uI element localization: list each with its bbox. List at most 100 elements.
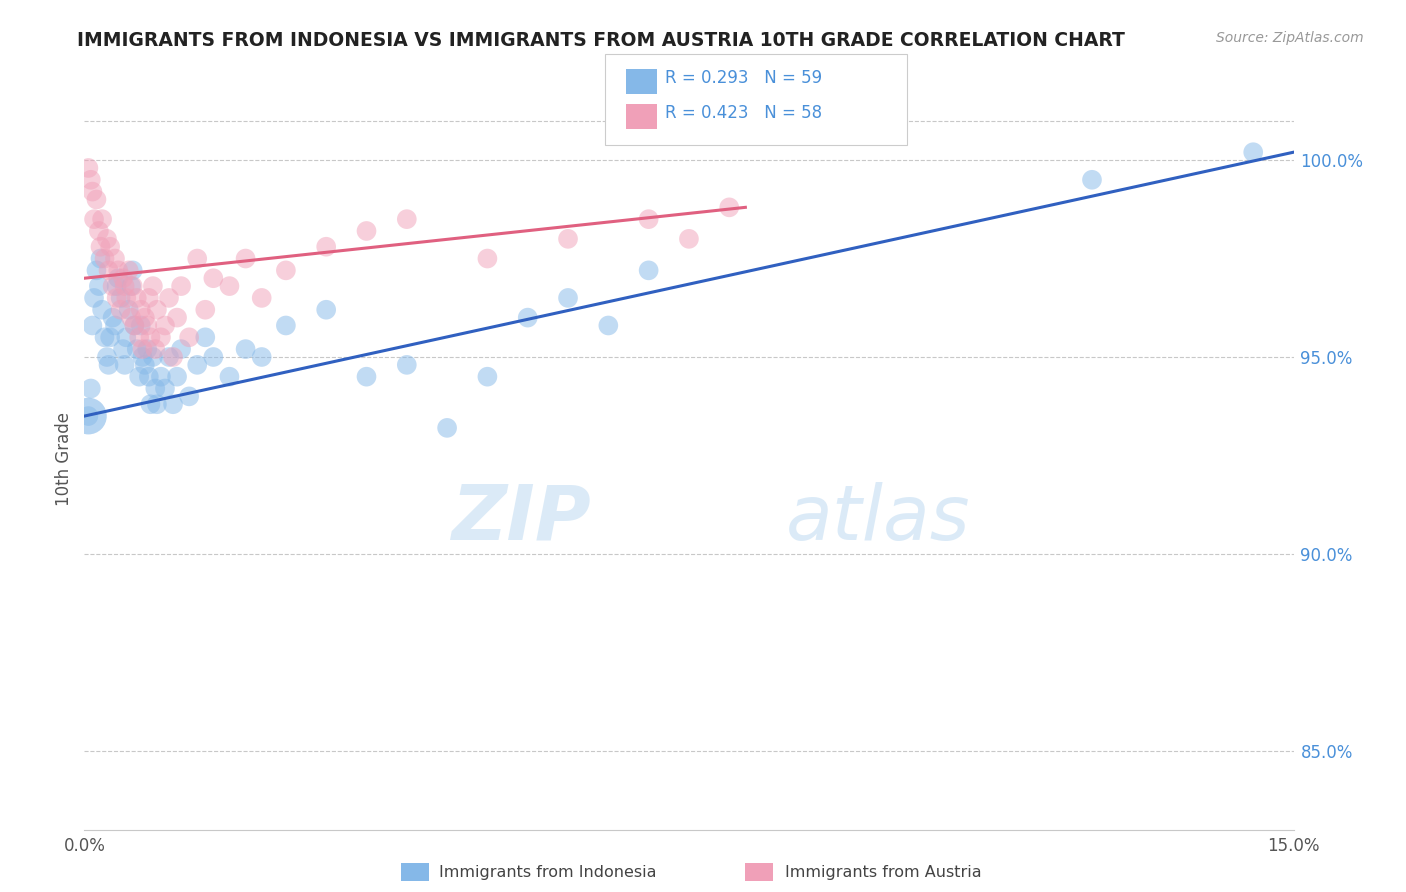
Point (120, 310, 142, 325)
Point (97, 263, 120, 277)
Point (678, 232, 700, 246)
Point (194, 330, 217, 344)
Point (149, 330, 172, 344)
Point (1241, 145, 1264, 160)
Point (718, 200, 741, 214)
Text: ZIP: ZIP (453, 482, 592, 556)
Point (557, 232, 579, 246)
Point (315, 240, 337, 254)
Point (114, 279, 136, 293)
Point (128, 330, 150, 344)
Point (143, 342, 166, 356)
Point (129, 302, 152, 317)
Point (125, 291, 148, 305)
Point (637, 263, 659, 277)
Point (139, 330, 162, 344)
Point (477, 369, 499, 384)
Point (356, 369, 378, 384)
Point (186, 252, 208, 266)
Point (120, 279, 142, 293)
Text: R = 0.293   N = 59: R = 0.293 N = 59 (665, 69, 823, 87)
Point (104, 318, 127, 333)
Point (218, 369, 240, 384)
Point (136, 318, 159, 333)
Point (112, 342, 135, 356)
Point (86, 193, 108, 207)
Point (218, 279, 240, 293)
Point (115, 291, 138, 305)
Point (149, 369, 172, 384)
Point (91, 212, 114, 227)
Point (250, 291, 273, 305)
Point (89, 252, 111, 266)
Point (118, 263, 141, 277)
Point (80, 173, 103, 187)
Point (101, 310, 124, 325)
Point (115, 330, 138, 344)
Point (274, 318, 297, 333)
Point (89, 240, 111, 254)
Point (202, 271, 225, 285)
Point (121, 263, 143, 277)
Point (114, 358, 136, 372)
Point (124, 318, 146, 333)
Point (142, 350, 165, 364)
Point (477, 252, 499, 266)
Text: Source: ZipAtlas.com: Source: ZipAtlas.com (1216, 31, 1364, 45)
Point (96, 350, 118, 364)
Point (112, 271, 135, 285)
Text: R = 0.423   N = 58: R = 0.423 N = 58 (665, 104, 823, 122)
Point (77, 409, 100, 423)
Point (136, 342, 159, 356)
Point (110, 302, 132, 317)
Point (129, 318, 152, 333)
Point (395, 358, 418, 372)
Point (93, 252, 115, 266)
Point (134, 310, 156, 325)
Point (157, 291, 180, 305)
Point (93, 330, 115, 344)
Point (110, 291, 132, 305)
Point (83, 291, 105, 305)
Point (138, 291, 160, 305)
Point (166, 310, 188, 325)
Point (1081, 173, 1104, 187)
Text: Immigrants from Austria: Immigrants from Austria (785, 865, 981, 880)
Point (194, 302, 217, 317)
Point (87, 279, 110, 293)
Point (107, 271, 129, 285)
Point (86, 263, 108, 277)
Point (557, 291, 579, 305)
Point (395, 212, 418, 227)
Point (153, 318, 176, 333)
Point (598, 318, 620, 333)
Point (82, 318, 104, 333)
Point (179, 389, 201, 403)
Point (96, 232, 118, 246)
Point (128, 369, 150, 384)
Point (235, 342, 257, 356)
Point (105, 291, 128, 305)
Point (179, 330, 201, 344)
Point (131, 342, 153, 356)
Point (77, 161, 100, 175)
Point (97, 358, 120, 372)
Point (170, 279, 193, 293)
Point (101, 279, 124, 293)
Point (134, 358, 156, 372)
Point (142, 279, 165, 293)
Point (91, 302, 114, 317)
Point (83, 212, 105, 227)
Point (516, 310, 538, 325)
Point (131, 350, 153, 364)
Point (121, 279, 143, 293)
Text: Immigrants from Indonesia: Immigrants from Indonesia (439, 865, 657, 880)
Point (125, 342, 148, 356)
Point (98, 330, 121, 344)
Point (105, 279, 128, 293)
Point (202, 350, 225, 364)
Point (637, 212, 659, 227)
Point (118, 302, 141, 317)
Y-axis label: 10th Grade: 10th Grade (55, 412, 73, 507)
Point (82, 185, 104, 199)
